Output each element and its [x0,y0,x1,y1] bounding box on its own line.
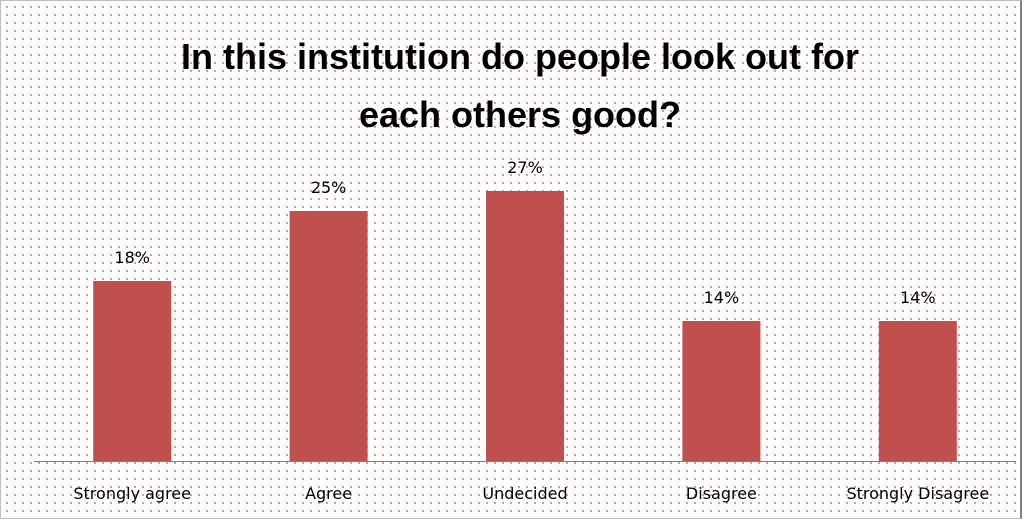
data-label-2: 27% [507,158,543,177]
category-label-3: Disagree [686,484,757,503]
data-label-4: 14% [900,288,936,307]
category-label-1: Agree [305,484,352,503]
bar-1 [289,211,368,461]
category-label-2: Undecided [482,484,567,503]
bar-0 [93,281,172,461]
data-label-3: 14% [704,288,740,307]
category-label-4: Strongly Disagree [846,484,989,503]
category-label-0: Strongly agree [73,484,191,503]
bar-4 [878,321,957,461]
data-label-0: 18% [114,248,150,267]
data-labels-group: 18% 25% 27% 14% 14% [114,158,935,307]
data-label-1: 25% [311,178,347,197]
bar-2 [486,191,564,461]
chart-title: In this institution do people look out f… [181,36,859,135]
bar-3 [682,321,761,461]
category-labels-group: Strongly agree Agree Undecided Disagree Stro… [73,484,989,503]
bars-group [93,191,957,461]
